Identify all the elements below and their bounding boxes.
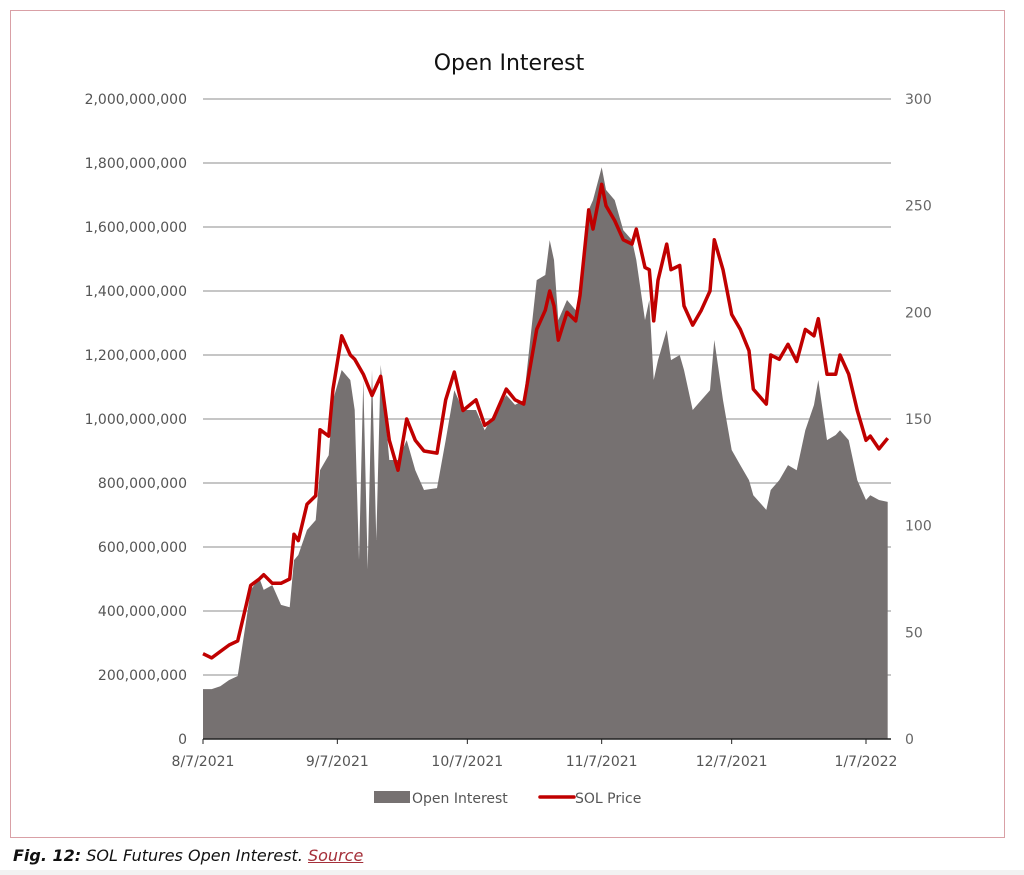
x-axis-tick-label: 9/7/2021 — [306, 754, 369, 770]
caption-text: SOL Futures Open Interest. — [81, 846, 308, 865]
left-axis-tick-label: 1,000,000,000 — [85, 412, 187, 428]
left-axis-tick-label: 400,000,000 — [98, 604, 187, 620]
legend-label-open-interest: Open Interest — [412, 791, 508, 807]
left-axis-tick-label: 600,000,000 — [98, 540, 187, 556]
figure-caption: Fig. 12: SOL Futures Open Interest. Sour… — [13, 846, 363, 865]
right-axis-tick-label: 100 — [905, 519, 932, 535]
right-axis-tick-label: 150 — [905, 412, 932, 428]
x-axis-tick-label: 12/7/2021 — [696, 754, 768, 770]
x-axis-tick-label: 10/7/2021 — [431, 754, 503, 770]
x-axis-tick-label: 11/7/2021 — [566, 754, 638, 770]
source-link[interactable]: Source — [307, 846, 364, 865]
right-axis-tick-label: 0 — [905, 732, 914, 748]
chart-frame — [10, 10, 1005, 838]
open-interest-area — [203, 167, 888, 739]
left-axis-tick-label: 1,200,000,000 — [85, 348, 187, 364]
legend-label-sol-price: SOL Price — [575, 791, 641, 807]
left-axis-tick-label: 800,000,000 — [98, 476, 187, 492]
sol-price-line — [202, 182, 890, 660]
right-axis-tick-label: 200 — [905, 305, 932, 321]
right-axis-tick-label: 250 — [905, 199, 932, 215]
left-axis-tick-label: 2,000,000,000 — [85, 92, 187, 108]
left-axis-tick-label: 1,400,000,000 — [85, 284, 187, 300]
page-bottom-strip — [0, 870, 1024, 875]
left-axis-tick-label: 1,600,000,000 — [85, 220, 187, 236]
legend-swatch-open-interest — [374, 791, 410, 803]
left-axis-tick-label: 200,000,000 — [98, 668, 187, 684]
x-axis-tick-label: 8/7/2021 — [172, 754, 235, 770]
left-axis-tick-label: 0 — [178, 732, 187, 748]
left-axis-tick-label: 1,800,000,000 — [85, 156, 187, 172]
right-axis-tick-label: 50 — [905, 625, 923, 641]
caption-label: Fig. 12: — [13, 846, 82, 865]
chart-title: Open Interest — [434, 51, 585, 76]
right-axis-tick-label: 300 — [905, 92, 932, 108]
x-axis-tick-label: 1/7/2022 — [835, 754, 898, 770]
